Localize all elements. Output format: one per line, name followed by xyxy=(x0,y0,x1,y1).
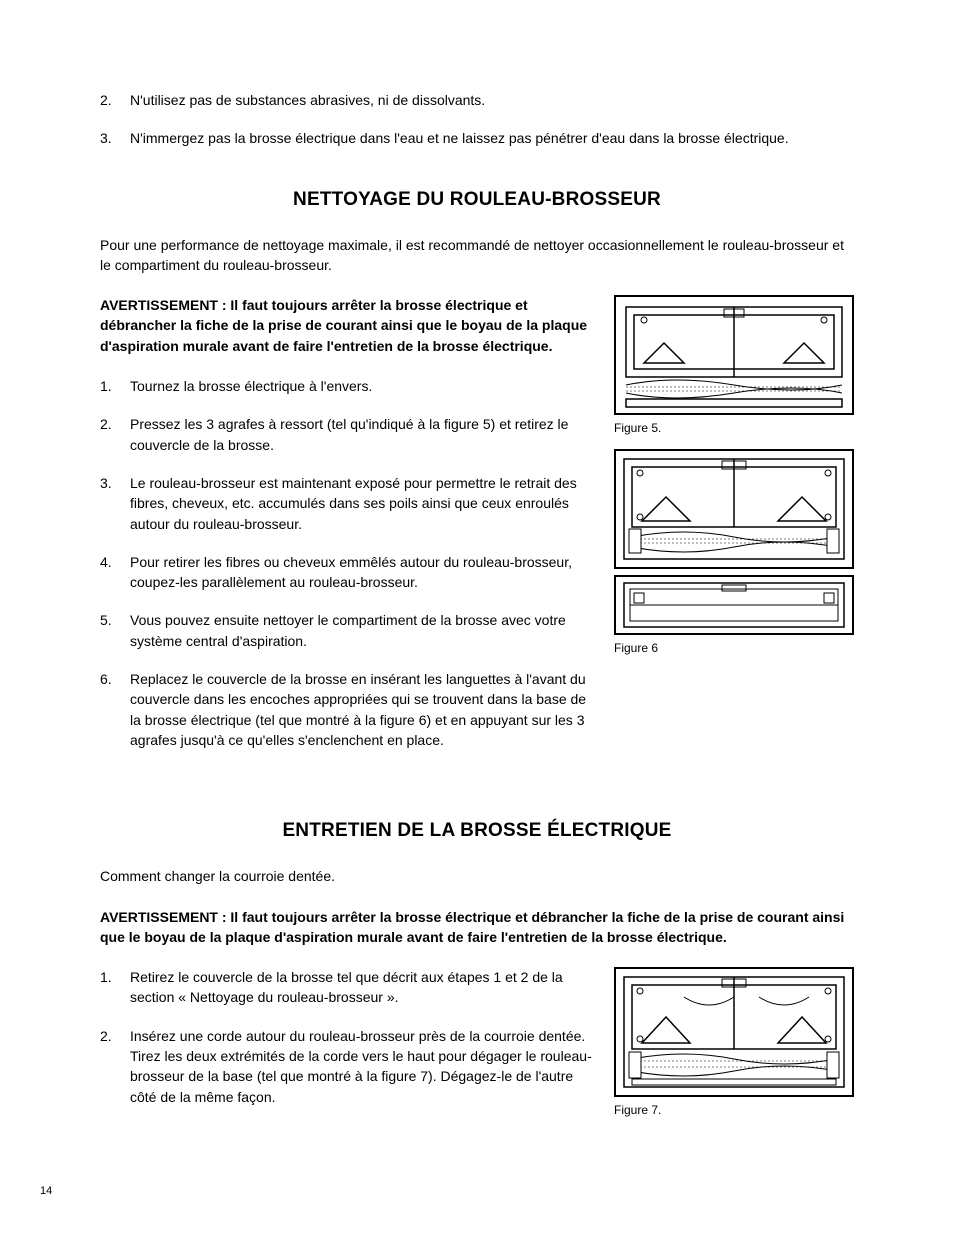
list-item: 2. Pressez les 3 agrafes à ressort (tel … xyxy=(100,414,594,455)
section1-warning: AVERTISSEMENT : Il faut toujours arrêter… xyxy=(100,295,590,356)
list-item: 6. Replacez le couvercle de la brosse en… xyxy=(100,669,594,750)
page-number: 14 xyxy=(40,1185,52,1197)
top-precautions-list: 2. N'utilisez pas de substances abrasive… xyxy=(100,90,854,149)
list-text: N'utilisez pas de substances abrasives, … xyxy=(130,90,854,110)
list-text: Replacez le couvercle de la brosse en in… xyxy=(130,669,594,750)
list-number: 2. xyxy=(100,414,130,455)
list-item: 3. Le rouleau-brosseur est maintenant ex… xyxy=(100,473,594,534)
section1-steps: 1. Tournez la brosse électrique à l'enve… xyxy=(100,376,594,750)
list-number: 6. xyxy=(100,669,130,750)
figure-6: Figure 6 xyxy=(614,449,854,655)
list-number: 4. xyxy=(100,552,130,593)
list-number: 5. xyxy=(100,610,130,651)
figure-7: Figure 7. xyxy=(614,967,854,1117)
figure-6-top-diagram xyxy=(614,449,854,569)
list-item: 2. Insérez une corde autour du rouleau-b… xyxy=(100,1026,594,1107)
figure-5: Figure 5. xyxy=(614,295,854,435)
figure-7-caption: Figure 7. xyxy=(614,1103,854,1117)
list-number: 3. xyxy=(100,473,130,534)
list-item: 4. Pour retirer les fibres ou cheveux em… xyxy=(100,552,594,593)
list-text: N'immergez pas la brosse électrique dans… xyxy=(130,128,854,148)
figure-7-diagram xyxy=(614,967,854,1097)
section1-right-col: Figure 5. xyxy=(614,295,854,780)
section2-left-col: 1. Retirez le couvercle de la brosse tel… xyxy=(100,967,594,1137)
list-item: 3. N'immergez pas la brosse électrique d… xyxy=(100,128,854,148)
section1-intro: Pour une performance de nettoyage maxima… xyxy=(100,235,854,276)
figure-5-diagram xyxy=(614,295,854,415)
list-text: Pressez les 3 agrafes à ressort (tel qu'… xyxy=(130,414,594,455)
list-text: Tournez la brosse électrique à l'envers. xyxy=(130,376,594,396)
list-number: 2. xyxy=(100,90,130,110)
figure-6-caption: Figure 6 xyxy=(614,641,854,655)
section1-left-col: AVERTISSEMENT : Il faut toujours arrêter… xyxy=(100,295,594,780)
section1-two-col: AVERTISSEMENT : Il faut toujours arrêter… xyxy=(100,295,854,780)
list-number: 1. xyxy=(100,376,130,396)
section2-two-col: 1. Retirez le couvercle de la brosse tel… xyxy=(100,967,854,1137)
list-item: 5. Vous pouvez ensuite nettoyer le compa… xyxy=(100,610,594,651)
section2-intro: Comment changer la courroie dentée. xyxy=(100,866,854,886)
list-item: 2. N'utilisez pas de substances abrasive… xyxy=(100,90,854,110)
section-title-entretien: ENTRETIEN DE LA BROSSE ÉLECTRIQUE xyxy=(100,820,854,842)
list-text: Retirez le couvercle de la brosse tel qu… xyxy=(130,967,594,1008)
list-item: 1. Retirez le couvercle de la brosse tel… xyxy=(100,967,594,1008)
list-text: Insérez une corde autour du rouleau-bros… xyxy=(130,1026,594,1107)
section2-warning: AVERTISSEMENT : Il faut toujours arrêter… xyxy=(100,907,854,948)
list-number: 1. xyxy=(100,967,130,1008)
section-title-nettoyage: NETTOYAGE DU ROULEAU-BROSSEUR xyxy=(100,189,854,211)
list-text: Le rouleau-brosseur est maintenant expos… xyxy=(130,473,594,534)
list-number: 2. xyxy=(100,1026,130,1107)
figure-5-caption: Figure 5. xyxy=(614,421,854,435)
section2-right-col: Figure 7. xyxy=(614,967,854,1137)
list-text: Pour retirer les fibres ou cheveux emmêl… xyxy=(130,552,594,593)
section2-steps: 1. Retirez le couvercle de la brosse tel… xyxy=(100,967,594,1107)
list-item: 1. Tournez la brosse électrique à l'enve… xyxy=(100,376,594,396)
figure-6-bottom-diagram xyxy=(614,575,854,635)
list-number: 3. xyxy=(100,128,130,148)
list-text: Vous pouvez ensuite nettoyer le comparti… xyxy=(130,610,594,651)
